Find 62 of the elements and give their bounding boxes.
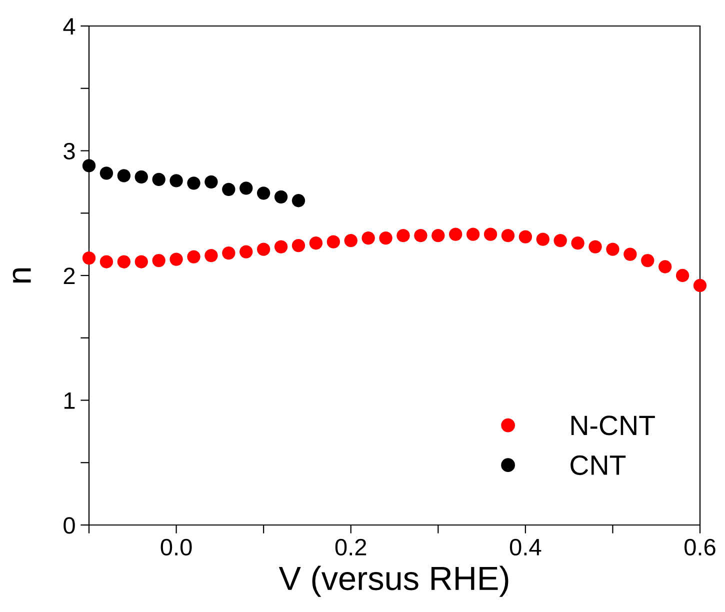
point <box>240 245 253 258</box>
point <box>606 242 620 256</box>
y-tick-label: 2 <box>64 268 75 284</box>
point <box>536 232 550 246</box>
y-axis-title: n <box>12 268 31 283</box>
point <box>484 228 498 241</box>
point <box>624 248 637 261</box>
point <box>588 240 602 254</box>
point <box>100 166 114 180</box>
point <box>676 268 690 282</box>
point <box>309 236 323 250</box>
point <box>466 228 480 241</box>
point <box>344 234 358 248</box>
point <box>187 250 200 264</box>
point <box>256 186 270 200</box>
point <box>449 228 462 241</box>
y-tick-label: 0 <box>64 517 75 534</box>
point <box>152 254 166 268</box>
point <box>134 255 148 268</box>
point <box>187 176 200 190</box>
point <box>204 248 218 262</box>
x-axis-title: V (versus RHE) <box>278 566 508 597</box>
point <box>100 255 114 268</box>
point <box>414 228 428 242</box>
point <box>152 172 166 186</box>
point <box>432 228 445 242</box>
point <box>571 236 584 250</box>
point <box>82 159 96 172</box>
point <box>82 251 96 265</box>
point <box>222 182 236 196</box>
x-tick-label: 0.0 <box>160 538 192 556</box>
legend-label: CNT <box>570 455 626 476</box>
point <box>379 231 392 245</box>
point <box>292 238 306 252</box>
point <box>170 174 183 188</box>
point <box>641 254 654 268</box>
point <box>396 228 410 242</box>
point <box>362 231 375 245</box>
point <box>554 234 567 248</box>
x-tick-label: 0.2 <box>335 538 366 556</box>
point <box>274 240 288 254</box>
point <box>240 182 253 195</box>
point <box>501 228 515 242</box>
y-tick-label: 3 <box>64 142 75 160</box>
point <box>222 246 236 260</box>
x-tick-label: 0.6 <box>684 538 716 556</box>
point <box>134 170 148 184</box>
point <box>518 230 532 244</box>
point <box>292 194 306 208</box>
point <box>117 255 130 268</box>
point <box>256 242 270 256</box>
point <box>326 235 340 248</box>
point <box>693 278 707 292</box>
point <box>170 252 183 266</box>
y-tick-label: 1 <box>64 392 75 409</box>
legend-label: N-CNT <box>571 416 655 436</box>
point <box>274 190 288 204</box>
point <box>117 169 130 182</box>
x-tick-label: 0.4 <box>510 538 542 556</box>
y-tick-label: 4 <box>63 18 76 35</box>
point <box>658 260 672 274</box>
point <box>204 175 218 189</box>
